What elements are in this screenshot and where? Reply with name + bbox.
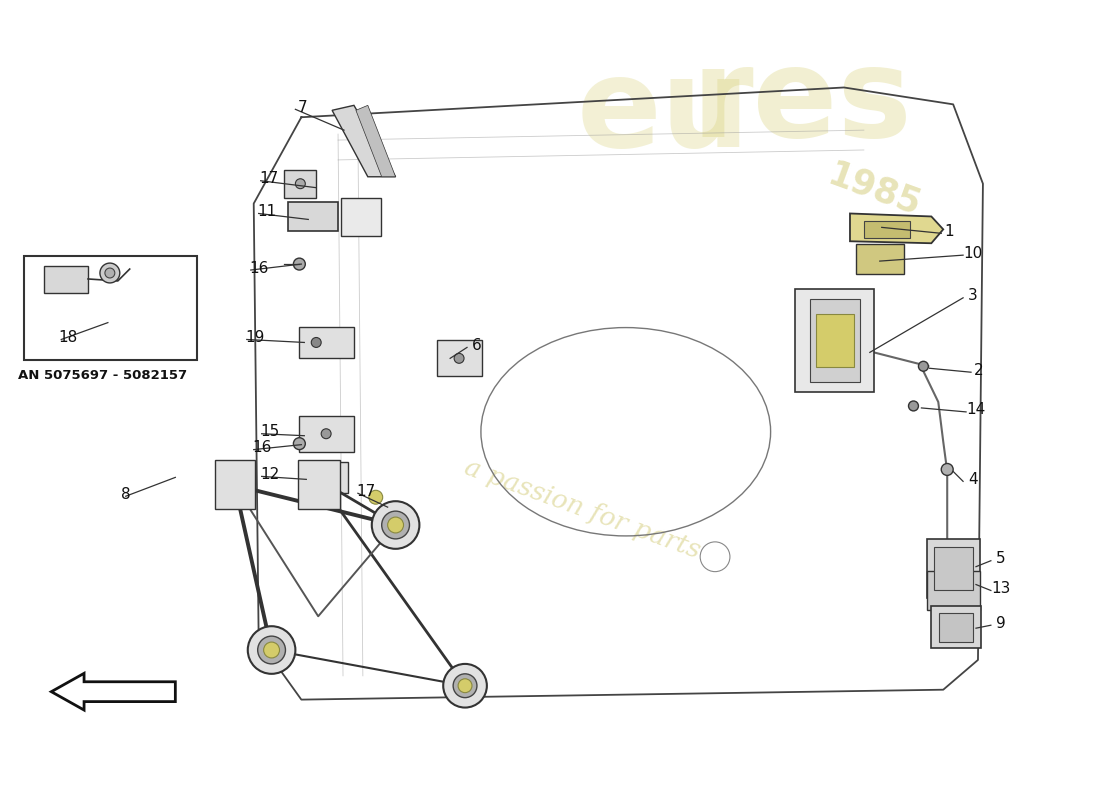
Circle shape bbox=[382, 511, 409, 539]
Circle shape bbox=[458, 678, 472, 693]
Polygon shape bbox=[934, 547, 974, 590]
Circle shape bbox=[387, 517, 404, 533]
Circle shape bbox=[104, 268, 114, 278]
Text: 16: 16 bbox=[249, 261, 268, 275]
Text: AN 5075697 - 5082157: AN 5075697 - 5082157 bbox=[19, 369, 187, 382]
Text: 16: 16 bbox=[252, 440, 272, 455]
Polygon shape bbox=[44, 266, 88, 293]
Text: 6: 6 bbox=[472, 338, 482, 353]
Polygon shape bbox=[299, 462, 348, 494]
Circle shape bbox=[248, 626, 296, 674]
Polygon shape bbox=[438, 341, 482, 376]
Text: 19: 19 bbox=[245, 330, 264, 345]
Circle shape bbox=[294, 258, 306, 270]
Polygon shape bbox=[214, 459, 255, 509]
Text: 5: 5 bbox=[996, 551, 1005, 566]
Circle shape bbox=[453, 674, 477, 698]
Polygon shape bbox=[795, 289, 873, 392]
Circle shape bbox=[942, 463, 954, 475]
Circle shape bbox=[918, 362, 928, 371]
Bar bbox=[23, 256, 197, 360]
Polygon shape bbox=[811, 299, 860, 382]
Circle shape bbox=[454, 354, 464, 363]
Polygon shape bbox=[864, 222, 910, 238]
Text: 7: 7 bbox=[297, 100, 307, 115]
Polygon shape bbox=[332, 106, 396, 177]
Polygon shape bbox=[927, 539, 980, 598]
Circle shape bbox=[321, 429, 331, 438]
Polygon shape bbox=[298, 459, 340, 509]
Circle shape bbox=[294, 438, 306, 450]
Polygon shape bbox=[816, 314, 854, 367]
Circle shape bbox=[257, 636, 286, 664]
Text: 14: 14 bbox=[967, 402, 986, 418]
Text: 12: 12 bbox=[260, 467, 279, 482]
Polygon shape bbox=[341, 198, 381, 236]
Circle shape bbox=[443, 664, 487, 707]
Text: 1985: 1985 bbox=[823, 158, 925, 222]
Circle shape bbox=[368, 490, 383, 504]
Text: 9: 9 bbox=[996, 616, 1005, 630]
Text: res: res bbox=[692, 42, 913, 163]
Text: eu: eu bbox=[576, 52, 750, 173]
Text: 15: 15 bbox=[260, 424, 279, 439]
Circle shape bbox=[264, 642, 279, 658]
Polygon shape bbox=[288, 202, 338, 231]
Text: 2: 2 bbox=[975, 362, 983, 378]
Text: 10: 10 bbox=[964, 246, 982, 261]
Polygon shape bbox=[850, 214, 943, 243]
Polygon shape bbox=[299, 326, 354, 358]
Polygon shape bbox=[939, 614, 974, 642]
Circle shape bbox=[909, 401, 918, 411]
Circle shape bbox=[100, 263, 120, 283]
Text: 11: 11 bbox=[257, 204, 276, 219]
Polygon shape bbox=[299, 416, 354, 451]
Text: 4: 4 bbox=[968, 472, 978, 487]
Circle shape bbox=[296, 178, 306, 189]
Circle shape bbox=[372, 501, 419, 549]
Polygon shape bbox=[285, 170, 316, 198]
Text: 3: 3 bbox=[968, 288, 978, 303]
Polygon shape bbox=[927, 570, 980, 610]
Text: 13: 13 bbox=[991, 581, 1011, 596]
Text: 17: 17 bbox=[356, 484, 375, 498]
Polygon shape bbox=[856, 244, 903, 274]
FancyArrow shape bbox=[52, 674, 175, 710]
Text: a passion for parts: a passion for parts bbox=[461, 454, 704, 563]
Circle shape bbox=[311, 338, 321, 347]
Text: 8: 8 bbox=[121, 486, 131, 502]
Text: 17: 17 bbox=[258, 171, 278, 186]
Text: 18: 18 bbox=[58, 330, 78, 345]
Polygon shape bbox=[356, 106, 396, 177]
Polygon shape bbox=[932, 606, 981, 648]
Text: 1: 1 bbox=[945, 224, 954, 239]
